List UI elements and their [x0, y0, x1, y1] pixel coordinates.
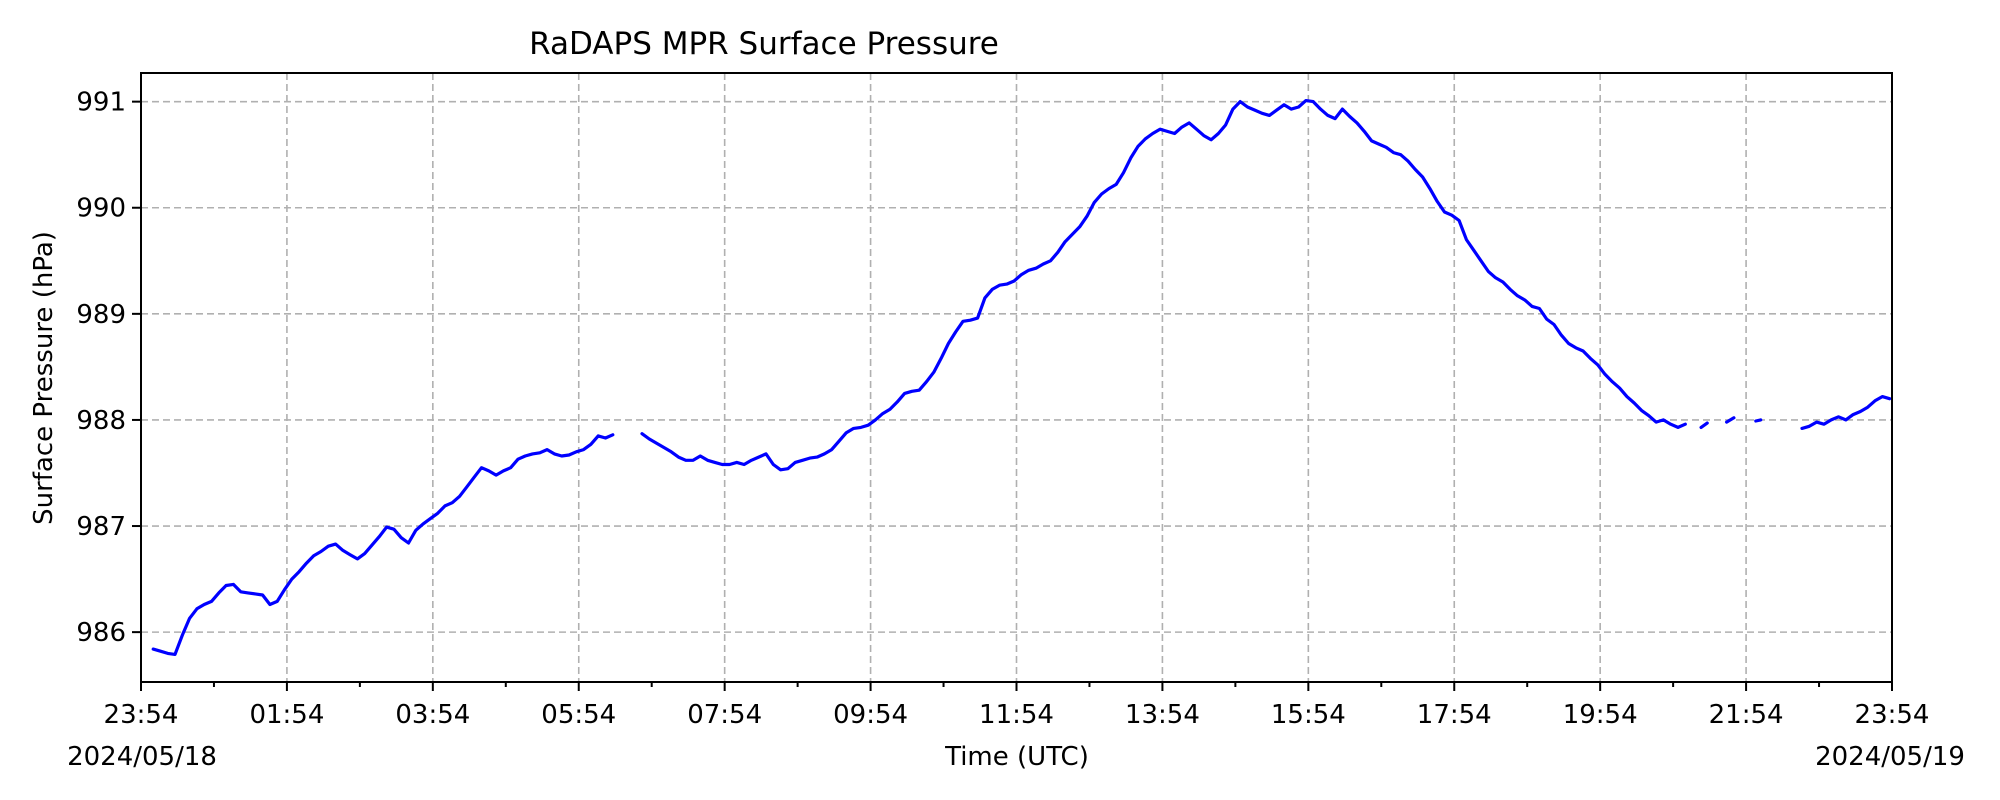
- pressure-series-line: [1699, 421, 1709, 429]
- x-tick-label: 23:54: [1855, 700, 1930, 730]
- y-tick-label: 990: [76, 194, 126, 224]
- x-tick-label: 05:54: [541, 700, 616, 730]
- y-axis-label: Surface Pressure (hPa): [29, 231, 59, 525]
- x-tick-label: 11:54: [979, 700, 1054, 730]
- pressure-series-line: [640, 99, 1687, 472]
- y-tick-label: 988: [76, 406, 126, 436]
- pressure-series-line: [1725, 416, 1736, 424]
- x-tick-label: 13:54: [1125, 700, 1200, 730]
- y-tick-label: 986: [76, 618, 126, 648]
- x-tick-label: 17:54: [1417, 700, 1492, 730]
- axis-ticks: 23:54 01:54 03:54 05:54 07:54 09:54 11:54 13:54…: [76, 88, 1929, 730]
- x-tick-label: 21:54: [1709, 700, 1784, 730]
- y-tick-label: 991: [76, 88, 126, 118]
- pressure-series-line: [1800, 395, 1892, 430]
- x-end-date-label: 2024/05/19: [1815, 742, 1965, 772]
- y-tick-label: 989: [76, 300, 126, 330]
- y-tick-label: 987: [76, 512, 126, 542]
- x-tick-label: 09:54: [833, 700, 908, 730]
- x-axis-label: Time (UTC): [944, 742, 1089, 772]
- x-tick-label: 15:54: [1271, 700, 1346, 730]
- x-tick-label: 03:54: [395, 700, 470, 730]
- chart-title: RaDAPS MPR Surface Pressure: [529, 26, 999, 62]
- x-tick-label: 23:54: [104, 700, 179, 730]
- pressure-series-line: [151, 433, 615, 656]
- grid-lines: [140, 73, 1893, 682]
- pressure-series-line: [1754, 418, 1763, 423]
- x-tick-label: 01:54: [249, 700, 324, 730]
- x-start-date-label: 2024/05/18: [67, 742, 217, 772]
- x-tick-label: 19:54: [1563, 700, 1638, 730]
- x-tick-label: 07:54: [687, 700, 762, 730]
- series-layer: [151, 99, 1892, 656]
